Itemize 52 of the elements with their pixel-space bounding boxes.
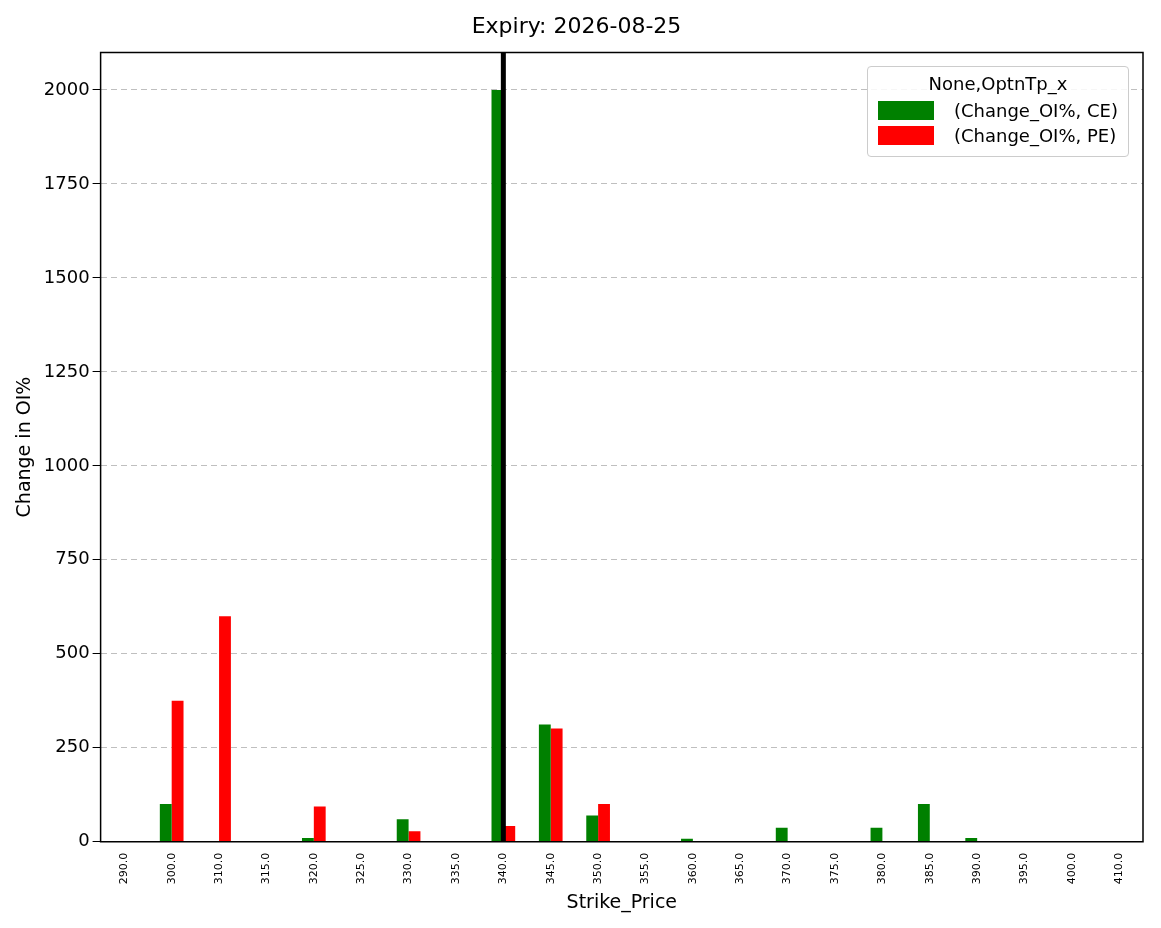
x-tick-label: 355.0 bbox=[638, 852, 652, 885]
bar bbox=[870, 827, 883, 842]
x-tick-label: 360.0 bbox=[685, 852, 699, 885]
chart-title: Expiry: 2026-08-25 bbox=[471, 12, 682, 38]
bar bbox=[538, 724, 551, 842]
legend-title: None,OptnTp_x bbox=[927, 73, 1069, 95]
bar bbox=[550, 728, 563, 842]
y-axis-title: Change in OI% bbox=[12, 376, 35, 518]
x-tick-label: 335.0 bbox=[448, 852, 462, 885]
x-tick-label: 310.0 bbox=[211, 852, 225, 885]
bar bbox=[313, 806, 326, 842]
x-tick-label: 400.0 bbox=[1064, 852, 1078, 885]
x-tick-label: 390.0 bbox=[970, 852, 984, 885]
y-tick-label: 1250 bbox=[43, 359, 90, 381]
legend-label: (Change_OI%, CE) bbox=[954, 100, 1118, 122]
y-tick-label: 2000 bbox=[43, 77, 90, 99]
y-tick-label: 1500 bbox=[43, 265, 90, 287]
x-tick-label: 350.0 bbox=[590, 852, 604, 885]
x-tick-label: 385.0 bbox=[922, 852, 936, 885]
bar bbox=[917, 804, 930, 842]
x-tick-label: 340.0 bbox=[496, 852, 510, 885]
y-tick-label: 500 bbox=[55, 641, 90, 663]
x-tick-label: 315.0 bbox=[259, 852, 273, 885]
y-tick-label: 1000 bbox=[43, 453, 90, 475]
x-tick-label: 410.0 bbox=[1112, 852, 1126, 885]
x-tick-label: 375.0 bbox=[827, 852, 841, 885]
bar bbox=[408, 831, 421, 842]
x-tick-label: 380.0 bbox=[875, 852, 889, 885]
bar bbox=[965, 837, 978, 842]
y-tick-label: 750 bbox=[55, 547, 90, 569]
x-tick-label: 300.0 bbox=[164, 852, 178, 885]
x-tick-label: 365.0 bbox=[733, 852, 747, 885]
bar bbox=[775, 827, 788, 842]
bar bbox=[219, 616, 231, 842]
x-tick-label: 370.0 bbox=[780, 852, 794, 885]
x-axis-title: Strike_Price bbox=[566, 889, 678, 913]
bar bbox=[159, 804, 172, 842]
legend-label: (Change_OI%, PE) bbox=[954, 125, 1117, 147]
x-tick-label: 345.0 bbox=[543, 852, 557, 885]
x-tick-label: 325.0 bbox=[354, 852, 368, 885]
x-tick-label: 290.0 bbox=[117, 852, 131, 885]
bar bbox=[396, 819, 409, 842]
y-tick-label: 1750 bbox=[43, 171, 90, 193]
y-tick-label: 250 bbox=[55, 735, 90, 757]
bar bbox=[586, 815, 599, 842]
x-tick-label: 320.0 bbox=[306, 852, 320, 885]
bar bbox=[598, 804, 610, 842]
x-tick-label: 330.0 bbox=[401, 852, 415, 885]
bar bbox=[171, 700, 184, 842]
y-tick-label: 0 bbox=[78, 829, 90, 851]
bar bbox=[301, 837, 314, 842]
x-tick-label: 395.0 bbox=[1017, 852, 1031, 885]
